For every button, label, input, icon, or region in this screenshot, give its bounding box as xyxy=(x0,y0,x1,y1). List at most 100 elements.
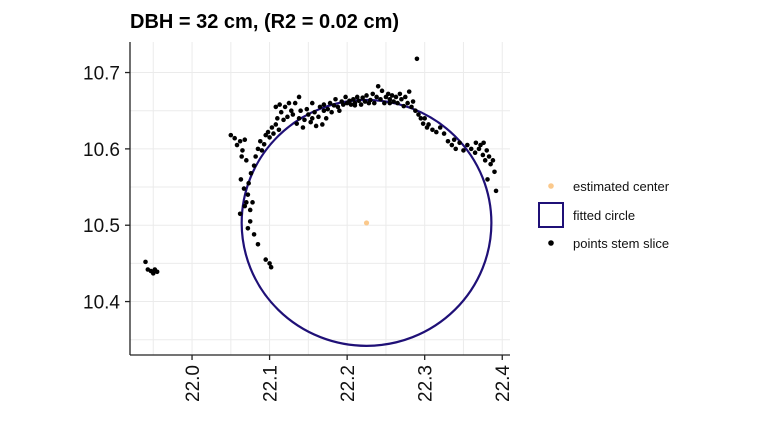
stem-point xyxy=(457,140,462,146)
stem-point xyxy=(397,91,403,97)
stem-point xyxy=(395,100,400,106)
stem-point xyxy=(327,100,333,106)
y-tick-label: 10.4 xyxy=(83,293,120,314)
stem-point xyxy=(401,103,407,109)
stem-point xyxy=(348,102,354,107)
stem-point xyxy=(403,94,408,100)
stem-point xyxy=(273,104,279,110)
stem-point xyxy=(371,100,377,106)
stem-point xyxy=(296,94,302,100)
stem-point xyxy=(281,117,286,123)
stem-point xyxy=(296,116,302,121)
stem-point xyxy=(362,99,368,104)
legend-label: fitted circle xyxy=(573,208,635,223)
stem-point xyxy=(468,146,474,152)
stem-point xyxy=(320,122,325,127)
stem-point xyxy=(150,271,156,276)
stem-point xyxy=(248,171,254,176)
stem-point xyxy=(368,97,373,103)
stem-point xyxy=(449,142,455,148)
stem-point xyxy=(409,104,414,110)
stem-point xyxy=(329,109,334,115)
center-layer xyxy=(363,220,370,226)
stem-point xyxy=(335,104,341,110)
stem-point xyxy=(405,100,410,106)
stem-point xyxy=(286,100,292,106)
stem-point xyxy=(379,88,385,94)
stem-point xyxy=(480,152,486,158)
x-tick-label: 22.2 xyxy=(338,365,359,402)
stem-point xyxy=(309,100,315,106)
x-tick-label: 22.3 xyxy=(416,365,437,402)
stem-point xyxy=(325,106,331,112)
stem-point xyxy=(232,135,237,141)
stem-point xyxy=(486,154,492,159)
stem-point xyxy=(239,154,244,159)
stem-point xyxy=(304,106,310,112)
stem-point xyxy=(242,203,248,209)
stem-point xyxy=(482,158,488,163)
stem-point xyxy=(416,112,421,117)
stem-point xyxy=(244,158,249,163)
grid-lines xyxy=(130,42,510,355)
stem-point xyxy=(257,138,263,144)
stem-point xyxy=(333,96,338,102)
stem-point xyxy=(278,109,284,115)
stem-point xyxy=(485,177,490,182)
stem-point xyxy=(244,200,249,205)
stem-point xyxy=(234,142,240,148)
stem-point xyxy=(292,100,298,106)
stem-point xyxy=(414,56,420,62)
stem-point xyxy=(253,154,258,159)
stem-point xyxy=(343,94,348,100)
stem-point xyxy=(306,112,311,117)
estimated-center-point xyxy=(363,220,370,226)
stem-point xyxy=(340,102,346,107)
y-tick-label: 10.5 xyxy=(83,216,120,237)
stem-point xyxy=(354,94,360,100)
stem-point xyxy=(364,93,369,98)
stem-point xyxy=(387,100,393,106)
stem-point xyxy=(251,163,257,168)
stem-point xyxy=(441,131,447,136)
stem-point xyxy=(360,95,365,101)
stem-point xyxy=(490,158,496,163)
stem-point xyxy=(269,125,275,130)
points-layer xyxy=(143,56,499,276)
x-axis-ticks: 22.0 22.1 22.2 22.3 22.4 xyxy=(183,355,514,402)
stem-point xyxy=(290,112,296,117)
stem-point xyxy=(316,114,321,120)
stem-point xyxy=(277,102,282,107)
stem-point xyxy=(488,161,493,167)
stem-point xyxy=(430,127,435,133)
stem-point xyxy=(298,108,303,114)
legend-key-dot xyxy=(548,183,554,189)
x-tick-label: 22.4 xyxy=(493,365,514,402)
stem-point xyxy=(393,94,399,100)
stem-point xyxy=(273,122,279,127)
stem-point xyxy=(375,83,381,89)
stem-point xyxy=(289,108,294,114)
chart-title: DBH = 32 cm, (R2 = 0.02 cm) xyxy=(130,11,399,33)
stem-point xyxy=(493,188,499,194)
stem-point xyxy=(451,137,457,143)
stem-point xyxy=(143,259,148,265)
stem-point xyxy=(351,96,356,102)
stem-point xyxy=(337,108,342,114)
stem-point xyxy=(378,96,383,102)
stem-point xyxy=(465,142,470,148)
stem-point xyxy=(331,103,337,108)
legend-key-box xyxy=(538,202,564,228)
stem-point xyxy=(267,135,272,140)
legend-label: points stem slice xyxy=(573,236,669,251)
legend: estimated center fitted circle points stem… xyxy=(538,179,670,251)
stem-point xyxy=(259,148,265,153)
stem-point xyxy=(385,91,391,97)
stem-point xyxy=(247,207,253,213)
stem-point xyxy=(370,91,376,97)
stem-point xyxy=(245,225,251,231)
stem-point xyxy=(275,116,280,121)
stem-point xyxy=(251,232,257,237)
stem-point xyxy=(154,269,160,275)
